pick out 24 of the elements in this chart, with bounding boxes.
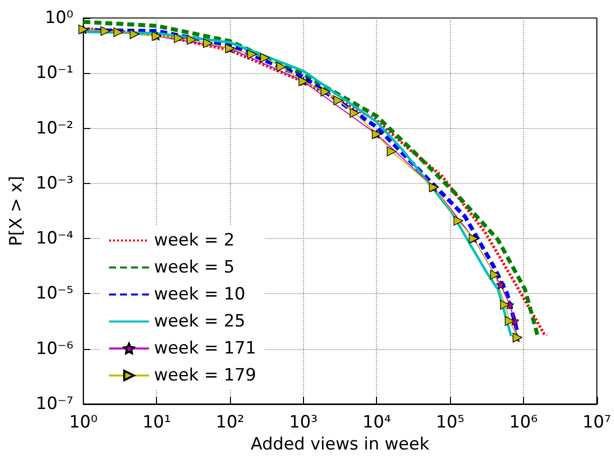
legend-label: week = 25	[154, 312, 246, 332]
y-axis-title: P[X > x]	[6, 176, 26, 246]
x-tick-label: 10³	[289, 412, 318, 432]
y-tick-label: 10⁻⁶	[36, 338, 74, 359]
y-tick-label: 10⁰	[44, 8, 74, 28]
x-tick-label: 10⁷	[582, 412, 612, 432]
y-tick-label: 10⁻⁴	[36, 228, 74, 249]
x-tick-label: 10⁵	[436, 412, 464, 432]
y-tick-label: 10⁻⁷	[36, 394, 74, 414]
x-tick-label: 10⁶	[509, 412, 538, 432]
x-tick-label: 10⁰	[69, 412, 98, 432]
x-axis-title: Added views in week	[250, 434, 430, 454]
legend-label: week = 10	[154, 284, 246, 304]
y-tick-label: 10⁻⁵	[36, 284, 74, 304]
x-tick-label: 10²	[216, 412, 244, 432]
x-tick-label: 10⁴	[362, 412, 392, 432]
y-tick-label: 10⁻²	[36, 118, 74, 138]
legend-label: week = 5	[154, 258, 235, 278]
y-tick-label: 10⁻¹	[36, 63, 74, 84]
y-tick-label: 10⁻³	[36, 173, 74, 194]
legend-label: week = 179	[154, 366, 256, 386]
legend-label: week = 2	[154, 230, 235, 250]
legend-label: week = 171	[154, 338, 256, 358]
x-tick-label: 10¹	[142, 412, 171, 432]
